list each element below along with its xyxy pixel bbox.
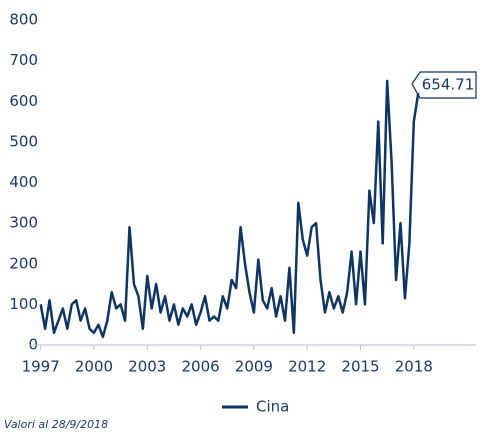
y-tick-label: 800	[9, 11, 38, 29]
x-tick-label: 2009	[235, 358, 273, 376]
annotation: 654.71	[422, 76, 475, 94]
y-tick-label: 600	[9, 92, 38, 110]
x-tick-label: 1997	[22, 358, 60, 376]
y-tick-label: 700	[9, 51, 38, 69]
y-tick-label: 300	[9, 214, 38, 232]
x-tick-label: 2015	[341, 358, 379, 376]
x-tick-label: 2006	[181, 358, 219, 376]
y-tick-label: 200	[9, 254, 38, 272]
x-tick-label: 2003	[128, 358, 166, 376]
line	[39, 79, 420, 339]
x-tick-label: 2018	[395, 358, 433, 376]
x-tick-label: 2000	[75, 358, 113, 376]
y-tick-label: 400	[9, 173, 38, 191]
x-tick-label: 2012	[288, 358, 326, 376]
legend-label: Cina	[256, 398, 289, 416]
y-tick-label: 500	[9, 132, 38, 150]
y-tick-label: 100	[9, 295, 38, 313]
footnote: Valori al 28/9/2018	[4, 418, 108, 431]
